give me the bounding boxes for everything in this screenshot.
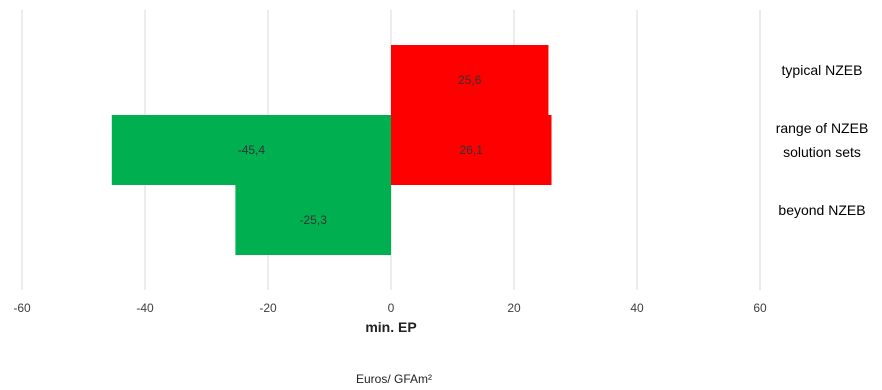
x-tick-label: -20 (259, 301, 277, 315)
x-tick-labels: -60 -40 -20 0 20 40 60 (13, 301, 767, 315)
units-label: Euros/ GFAm² (356, 372, 433, 386)
data-label: 26,1 (460, 143, 484, 157)
x-axis-label: min. EP (365, 319, 416, 335)
x-tick-label: -40 (136, 301, 154, 315)
x-tick-label: 0 (388, 301, 395, 315)
bar-positive (391, 115, 552, 185)
x-tick-label: -60 (13, 301, 31, 315)
category-label: beyond NZEB (778, 202, 866, 218)
x-tick-label: 60 (753, 301, 767, 315)
data-label: -25,3 (300, 213, 328, 227)
category-label: range of NZEB solution sets (775, 120, 869, 160)
data-label: -45,4 (238, 143, 266, 157)
category-label: typical NZEB (781, 62, 863, 78)
data-labels: -45,4 -25,3 25,6 26,1 (238, 73, 484, 227)
bar-positive (391, 45, 549, 115)
x-tick-label: 40 (630, 301, 644, 315)
bar-negative (111, 115, 391, 185)
bar-negative (235, 185, 391, 255)
x-tick-label: 20 (507, 301, 521, 315)
data-label: 25,6 (458, 73, 482, 87)
bars (111, 45, 552, 255)
